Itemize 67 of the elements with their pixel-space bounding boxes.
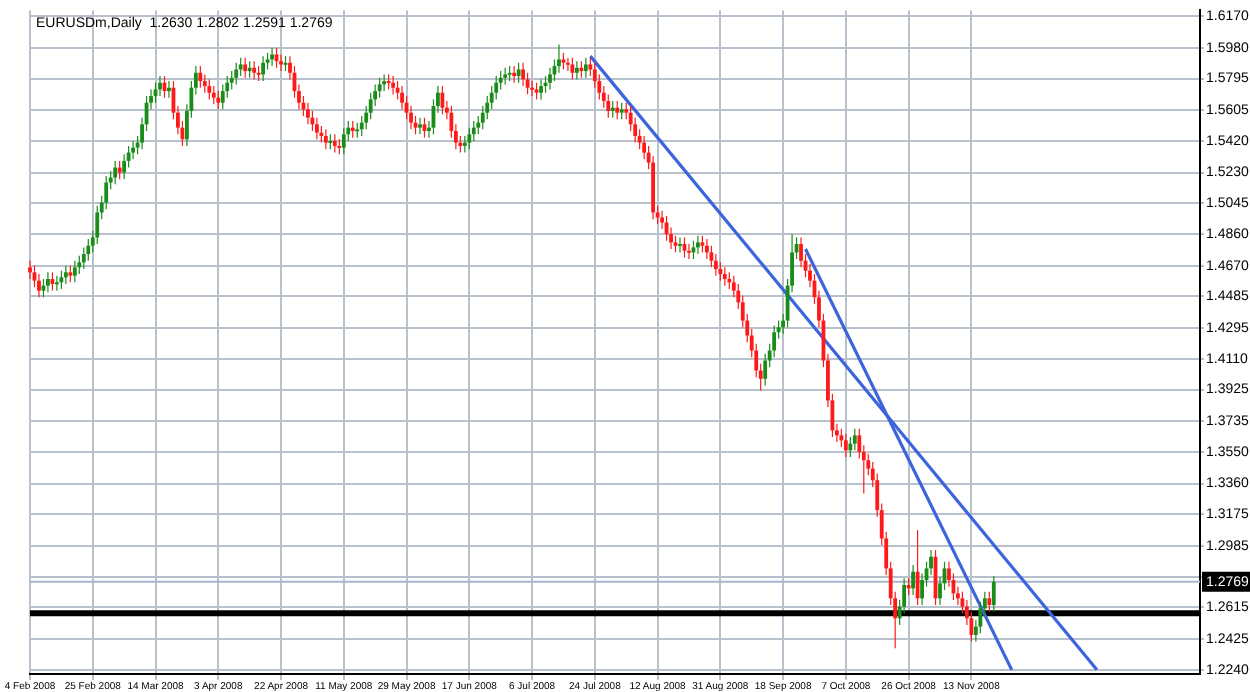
candlestick (72, 260, 77, 283)
candlestick (583, 57, 588, 79)
candlestick (696, 235, 700, 255)
candlestick (261, 55, 266, 82)
candlestick (512, 65, 517, 84)
candlestick (63, 265, 68, 285)
candlestick (341, 127, 346, 155)
candlestick (28, 260, 32, 280)
candlestick (113, 160, 118, 185)
candlestick (467, 127, 472, 150)
candlestick (418, 117, 422, 135)
candlestick (987, 591, 992, 613)
candlestick (279, 53, 283, 72)
candlestick (81, 246, 86, 270)
candlestick (220, 83, 225, 110)
candlestick (566, 57, 570, 72)
candlestick (198, 65, 203, 89)
candlestick (252, 60, 257, 81)
candlestick (86, 238, 91, 262)
candlestick (122, 153, 127, 180)
candlestick (911, 564, 916, 596)
candlestick (704, 238, 709, 260)
candlestick (202, 73, 207, 94)
candlestick (382, 73, 387, 92)
candlestick (391, 75, 396, 95)
candlestick (158, 75, 162, 97)
candlestick (243, 57, 248, 79)
candlestick (606, 93, 611, 119)
candlestick (314, 117, 319, 140)
candlestick (46, 271, 50, 293)
candlestick (678, 236, 682, 253)
candlestick (216, 90, 221, 110)
candlestick (709, 245, 714, 268)
candlestick (306, 102, 310, 125)
candlestick (687, 243, 691, 260)
candlestick (323, 128, 328, 150)
candlestick (843, 433, 848, 458)
candlestick (530, 80, 534, 97)
candlestick (991, 575, 996, 613)
candlestick (521, 62, 526, 87)
candlestick (557, 43, 561, 74)
candlestick (332, 133, 337, 154)
candlestick (229, 70, 234, 90)
candlestick (615, 100, 620, 120)
candlestick (54, 275, 59, 292)
candlestick (574, 60, 579, 81)
candlestick (167, 80, 171, 99)
candlestick (852, 428, 857, 451)
candlestick (131, 140, 136, 160)
candlestick (516, 62, 521, 84)
candlestick (117, 160, 122, 180)
candlestick (377, 77, 382, 99)
candlestick (207, 78, 212, 100)
candlestick (713, 253, 718, 277)
candlestick (722, 266, 727, 287)
candlestick (211, 85, 216, 105)
candlestick (270, 47, 274, 67)
candlestick (234, 62, 239, 86)
candlestick (848, 436, 853, 458)
candlestick (539, 78, 543, 100)
candlestick (238, 57, 243, 77)
candlestick (718, 261, 723, 282)
candlestick (471, 120, 476, 142)
candlestick (77, 255, 82, 275)
candlestick (37, 273, 41, 298)
candlestick (59, 270, 64, 290)
candlestick (548, 67, 552, 90)
